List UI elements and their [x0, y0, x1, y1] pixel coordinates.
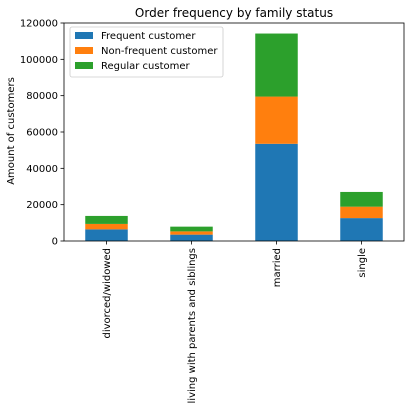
legend-label: Regular customer: [101, 61, 191, 72]
legend: Frequent customer Non-frequent customer Re…: [69, 26, 224, 78]
bar-segment: [85, 215, 128, 224]
bar-segment: [340, 218, 383, 241]
x-tick-label: single: [357, 248, 368, 278]
legend-label: Non-frequent customer: [101, 46, 218, 57]
bar-segment: [255, 33, 298, 97]
legend-box: [69, 26, 224, 78]
bar-segment: [170, 234, 213, 241]
bar-segment: [340, 191, 383, 207]
y-tick-label: 80000: [26, 91, 58, 102]
plot-area: 0 20000 40000 60000 80000 100000 120000 divorce…: [20, 19, 405, 403]
bar-segment: [85, 229, 128, 241]
x-tick-label: divorced/widowed: [102, 248, 113, 339]
y-tick-label: 120000: [20, 19, 58, 30]
legend-swatch: [75, 32, 93, 39]
bar-segment: [340, 206, 383, 219]
legend-swatch: [75, 47, 93, 54]
y-tick-label: 40000: [26, 164, 58, 175]
chart-title: Order frequency by family status: [135, 6, 333, 20]
y-tick-label: 20000: [26, 200, 58, 211]
y-tick-label: 0: [52, 237, 58, 248]
bar-segment: [85, 223, 128, 230]
legend-swatch: [75, 62, 93, 69]
x-tick-label: living with parents and siblings: [187, 248, 198, 403]
bar-segment: [170, 226, 213, 232]
y-tick-label: 60000: [26, 128, 58, 139]
y-axis-label: Amount of customers: [6, 77, 17, 185]
bar-segment: [170, 231, 213, 235]
bar-segment: [255, 96, 298, 144]
x-tick-label: married: [272, 248, 283, 287]
bar-segment: [255, 143, 298, 241]
legend-label: Frequent customer: [101, 31, 196, 42]
y-tick-label: 100000: [20, 55, 58, 66]
